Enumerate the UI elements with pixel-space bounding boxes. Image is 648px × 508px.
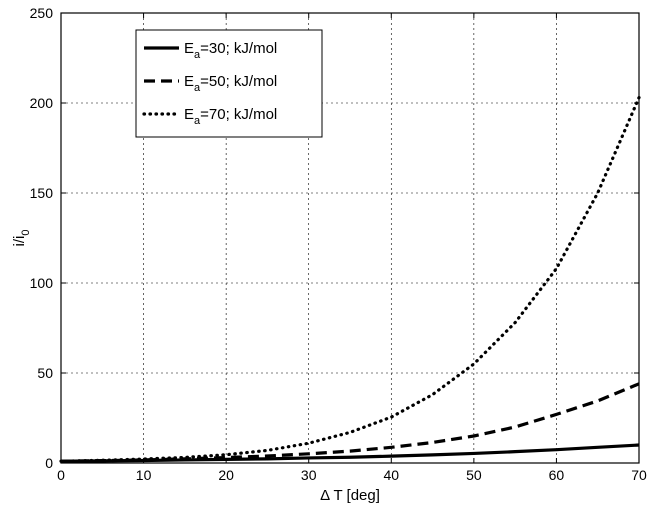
x-tick-label: 50: [466, 467, 482, 483]
y-axis-label-main: i/i: [11, 236, 28, 247]
x-tick-label: 60: [549, 467, 565, 483]
x-tick-label: 10: [136, 467, 152, 483]
series-line-3: [59, 95, 641, 463]
x-tick-label: 40: [383, 467, 399, 483]
legend-label-2: Ea=50; kJ/mol: [184, 73, 277, 94]
legend-label-3: Ea=70; kJ/mol: [184, 106, 277, 127]
y-tick-label: 150: [30, 185, 54, 201]
series-line-1: [60, 443, 640, 463]
x-tick-label: 30: [301, 467, 317, 483]
y-tick-label: 200: [30, 95, 54, 111]
axes-frame: [60, 12, 640, 464]
y-axis-label-subscript: 0: [20, 230, 32, 236]
y-tick-label: 100: [30, 275, 54, 291]
legend: Ea=30; kJ/mol Ea=50; kJ/mol Ea=70; kJ/mol: [135, 29, 323, 138]
x-tick-label: 20: [218, 467, 234, 483]
plot-lines: [59, 95, 641, 463]
legend-label-1: Ea=30; kJ/mol: [184, 40, 277, 61]
x-axis-label: Δ T [deg]: [320, 487, 380, 504]
y-tick-label: 250: [30, 5, 54, 21]
y-tick-label: 0: [45, 455, 53, 471]
y-axis-label: i/i0: [11, 230, 32, 247]
y-tick-label: 50: [37, 365, 53, 381]
x-tick-label: 70: [631, 467, 647, 483]
x-tick-label: 0: [57, 467, 65, 483]
ticks: 0 10 20 30 40 50 60 70 0 50 100 150 200 250: [30, 5, 647, 483]
series-line-2: [60, 382, 640, 463]
